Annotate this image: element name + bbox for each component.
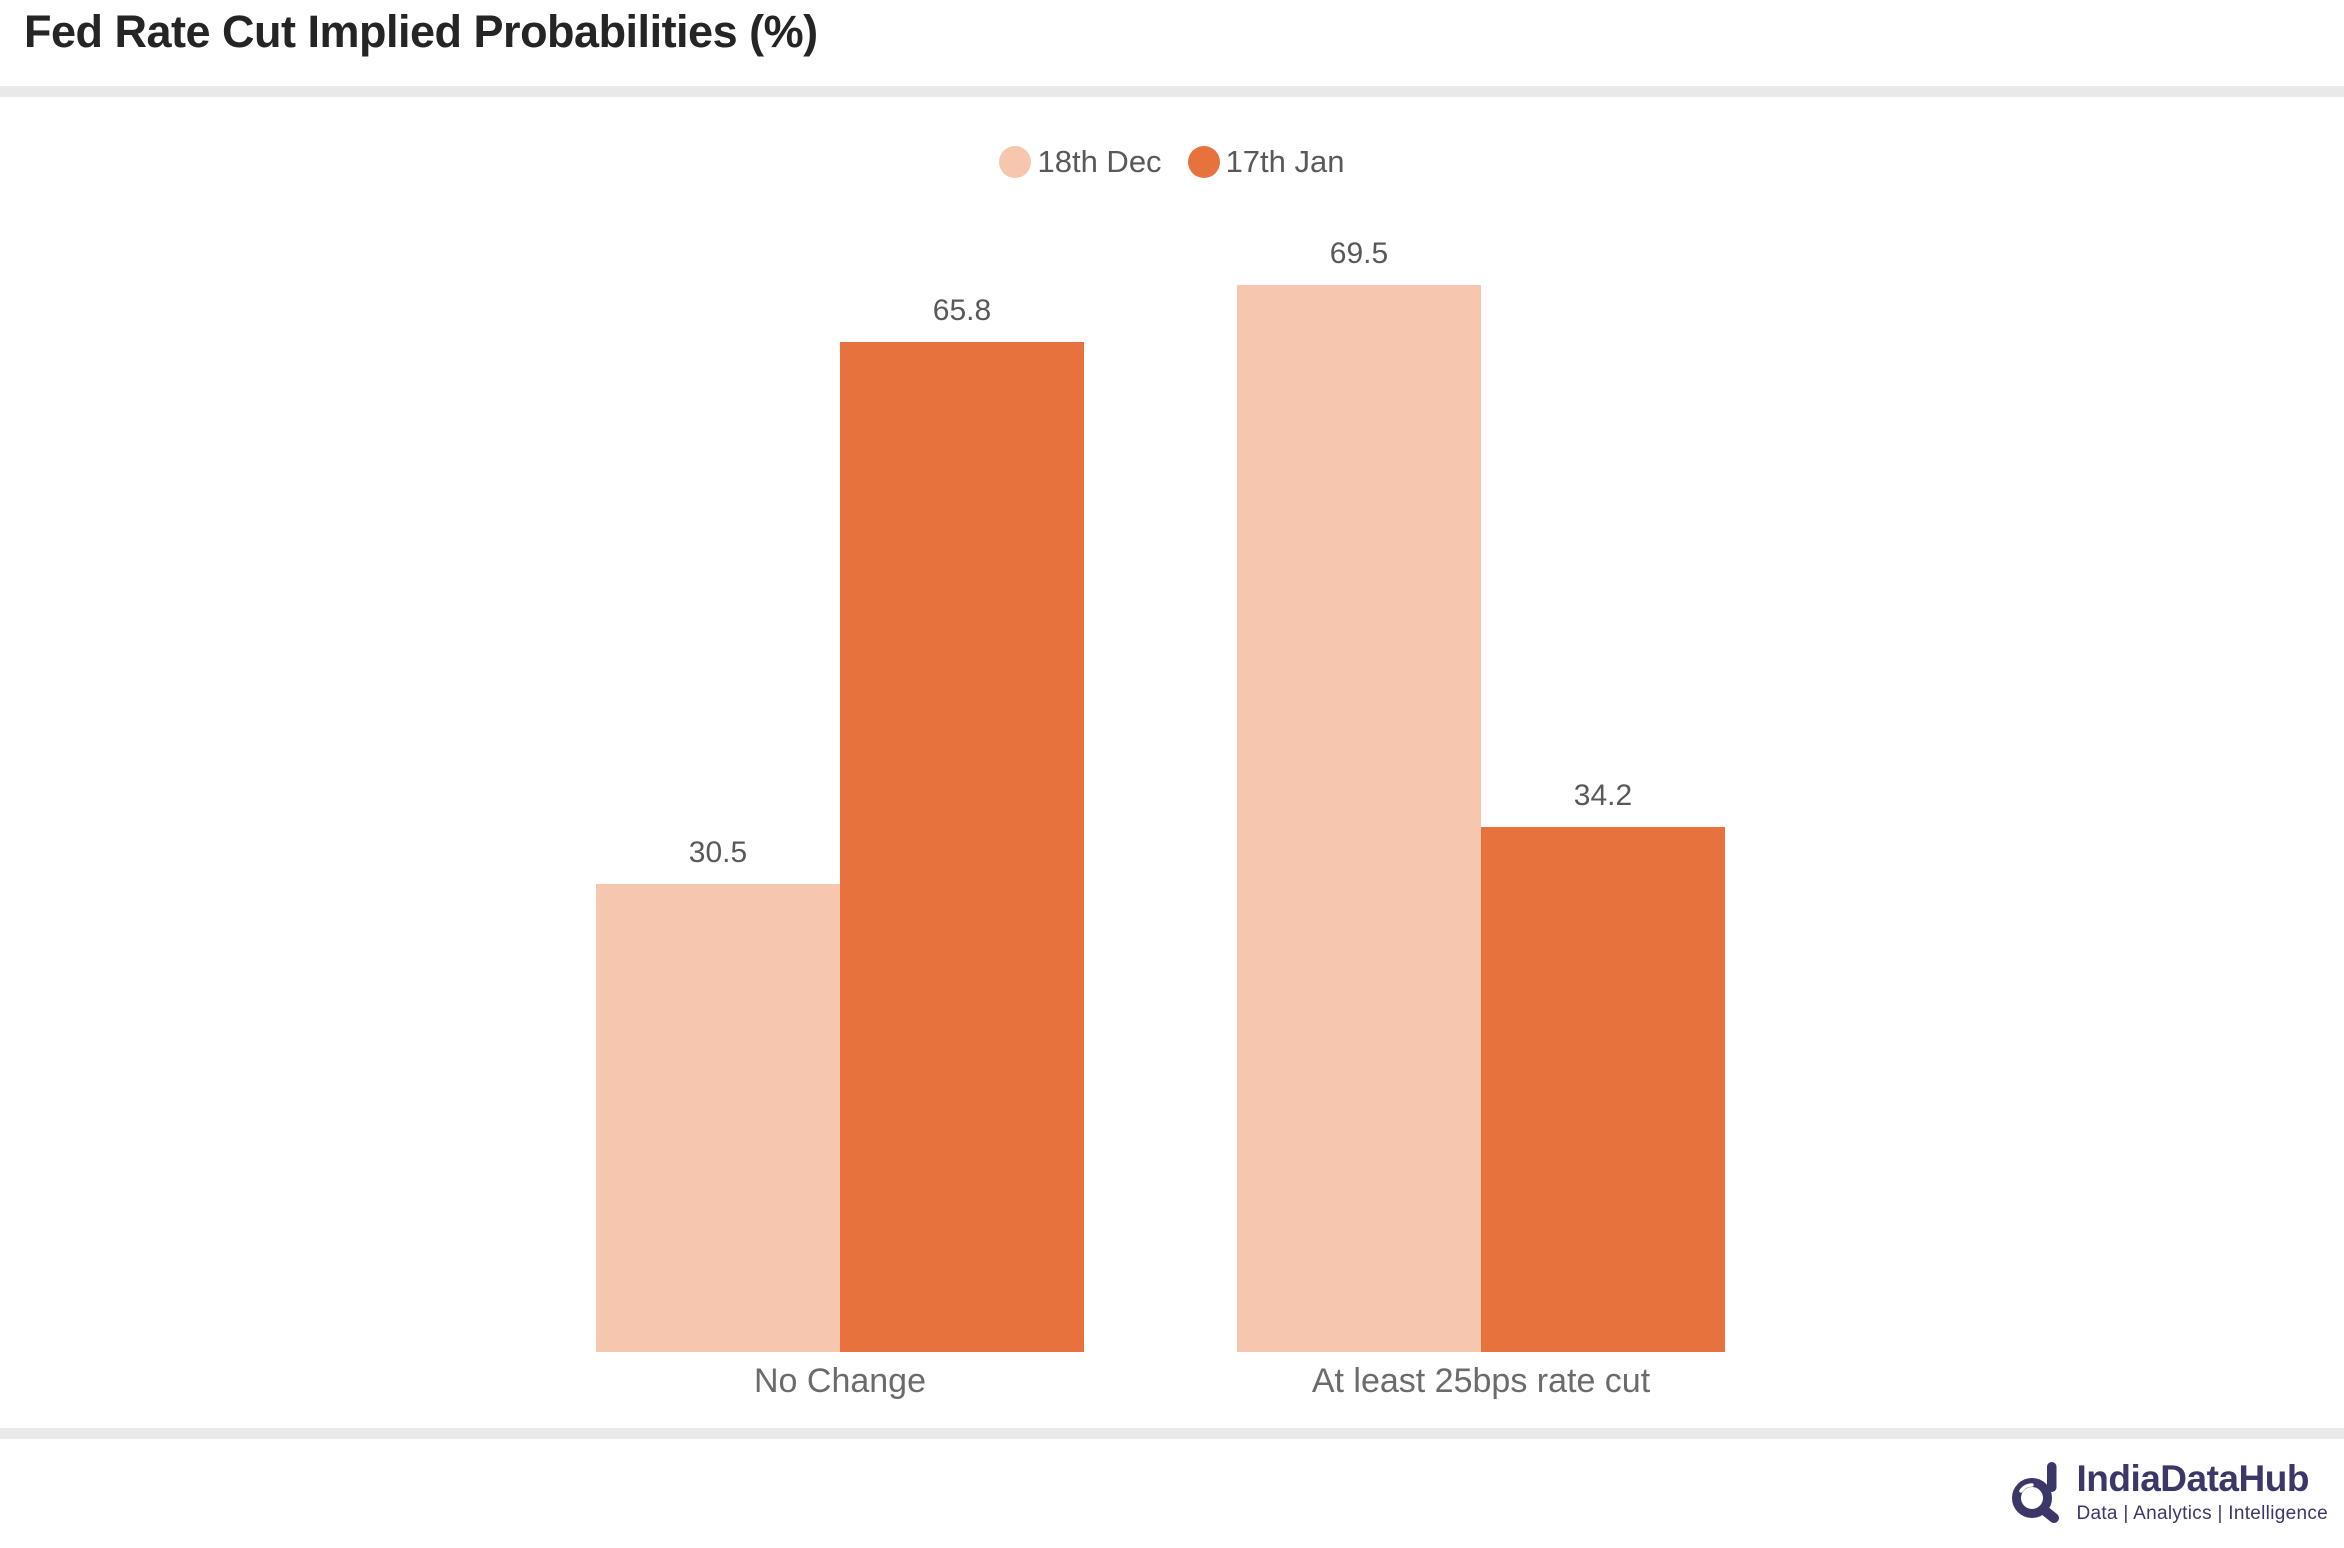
bar-value-label: 69.5 <box>1329 237 1389 270</box>
brand-text-block: IndiaDataHub Data | Analytics | Intellig… <box>2076 1458 2328 1525</box>
bar <box>1481 827 1725 1352</box>
top-divider <box>0 86 2344 97</box>
chart-legend: 18th Dec 17th Jan <box>0 144 2344 180</box>
bar-value-label: 65.8 <box>932 294 992 327</box>
category-label: No Change <box>753 1362 926 1400</box>
brand-name: IndiaDataHub <box>2076 1458 2309 1499</box>
bar-value-label: 34.2 <box>1573 779 1633 812</box>
bar <box>840 342 1084 1352</box>
legend-label: 17th Jan <box>1225 144 1345 179</box>
bar-value-label: 30.5 <box>688 836 748 869</box>
brand-tagline: Data | Analytics | Intelligence <box>2076 1502 2328 1524</box>
bar <box>596 884 840 1352</box>
legend-label: 18th Dec <box>1037 144 1162 179</box>
indiadatahub-logo-icon <box>2012 1462 2060 1523</box>
legend-circle-icon <box>999 146 1032 178</box>
legend-item-17th-jan: 17th Jan <box>1187 144 1345 180</box>
page-title: Fed Rate Cut Implied Probabilities (%) <box>24 6 818 57</box>
legend-item-18th-dec: 18th Dec <box>999 144 1162 180</box>
category-label: At least 25bps rate cut <box>1311 1362 1651 1400</box>
bar <box>1237 285 1481 1352</box>
legend-circle-icon <box>1187 146 1220 178</box>
indiadatahub-brand: IndiaDataHub Data | Analytics | Intellig… <box>2008 1458 2328 1528</box>
bottom-divider <box>0 1428 2344 1439</box>
